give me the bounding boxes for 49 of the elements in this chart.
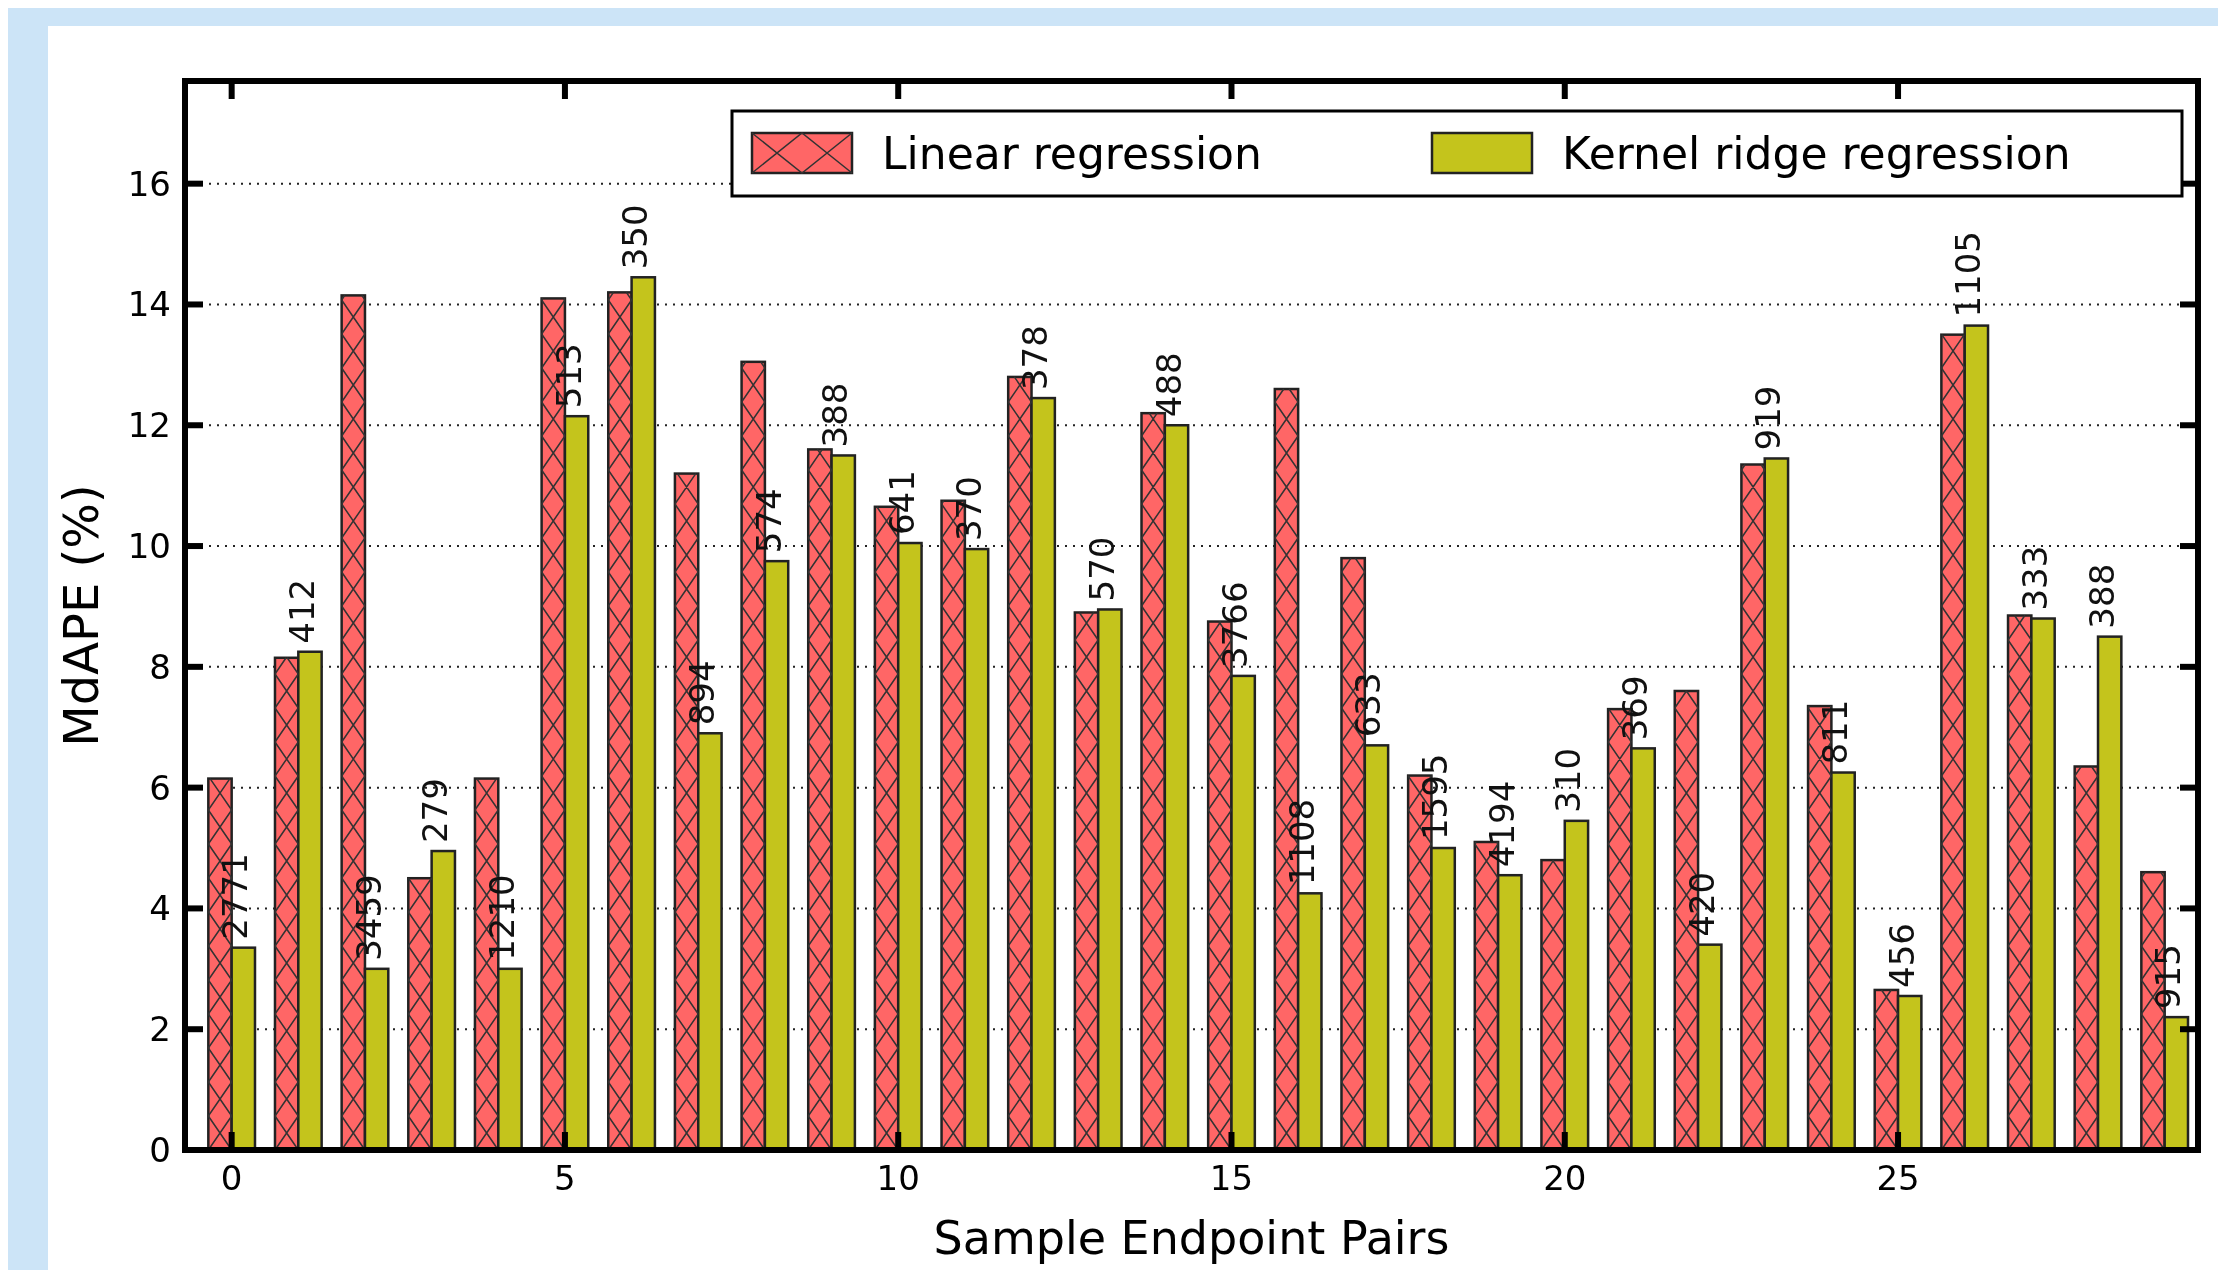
annotation: 279 xyxy=(415,778,456,844)
annotation: 3459 xyxy=(348,874,389,961)
annotation: 388 xyxy=(2081,563,2122,629)
x-axis-title: Sample Endpoint Pairs xyxy=(933,1211,1450,1265)
annotation: 3766 xyxy=(1215,581,1256,668)
x-tick-label: 0 xyxy=(220,1158,243,1198)
annotation: 310 xyxy=(1548,747,1589,813)
x-tick-label: 25 xyxy=(1876,1158,1920,1198)
annotation: 420 xyxy=(1681,871,1722,937)
annotation: 811 xyxy=(1815,699,1856,765)
annotation: 2771 xyxy=(215,853,256,940)
y-tick-label: 2 xyxy=(149,1009,171,1050)
x-tick-label: 5 xyxy=(554,1158,576,1198)
y-axis-title: MdAPE (%) xyxy=(53,484,109,747)
annotation: 513 xyxy=(548,343,589,409)
legend-label: Linear regression xyxy=(882,128,1262,179)
annotation: 333 xyxy=(2015,545,2056,611)
y-tick-label: 8 xyxy=(149,646,171,687)
y-tick-label: 0 xyxy=(149,1130,171,1170)
annotation: 412 xyxy=(281,578,322,644)
y-tick-label: 4 xyxy=(149,888,171,929)
annotation: 570 xyxy=(1081,536,1122,602)
annotation: 388 xyxy=(815,382,856,448)
y-tick-label: 12 xyxy=(127,405,171,446)
annotation: 378 xyxy=(1015,325,1056,391)
annotation: 1105 xyxy=(1948,231,1989,318)
annotation: 488 xyxy=(1148,352,1189,418)
annotation: 919 xyxy=(1748,385,1789,451)
annotation: 894 xyxy=(681,660,722,726)
legend-label: Kernel ridge regression xyxy=(1562,128,2071,179)
annotation: 4194 xyxy=(1481,780,1522,868)
annotation: 456 xyxy=(1881,923,1922,988)
annotation: 369 xyxy=(1615,675,1656,741)
y-tick-label: 14 xyxy=(127,284,171,325)
x-tick-label: 20 xyxy=(1543,1158,1587,1198)
x-tick-label: 15 xyxy=(1209,1158,1254,1198)
y-tick-label: 6 xyxy=(149,767,171,808)
annotation: 1108 xyxy=(1281,798,1322,886)
y-tick-label: 16 xyxy=(127,163,171,204)
x-tick-label: 10 xyxy=(876,1158,920,1198)
annotation: 1210 xyxy=(481,874,522,961)
annotation: 574 xyxy=(748,488,789,554)
annotation: 1595 xyxy=(1415,753,1456,841)
y-tick-label: 10 xyxy=(127,526,171,567)
annotation: 370 xyxy=(948,476,989,542)
annotation: 641 xyxy=(881,470,922,536)
annotation: 915 xyxy=(2148,944,2189,1010)
annotation: 633 xyxy=(1348,672,1389,738)
annotation: 350 xyxy=(615,204,656,270)
